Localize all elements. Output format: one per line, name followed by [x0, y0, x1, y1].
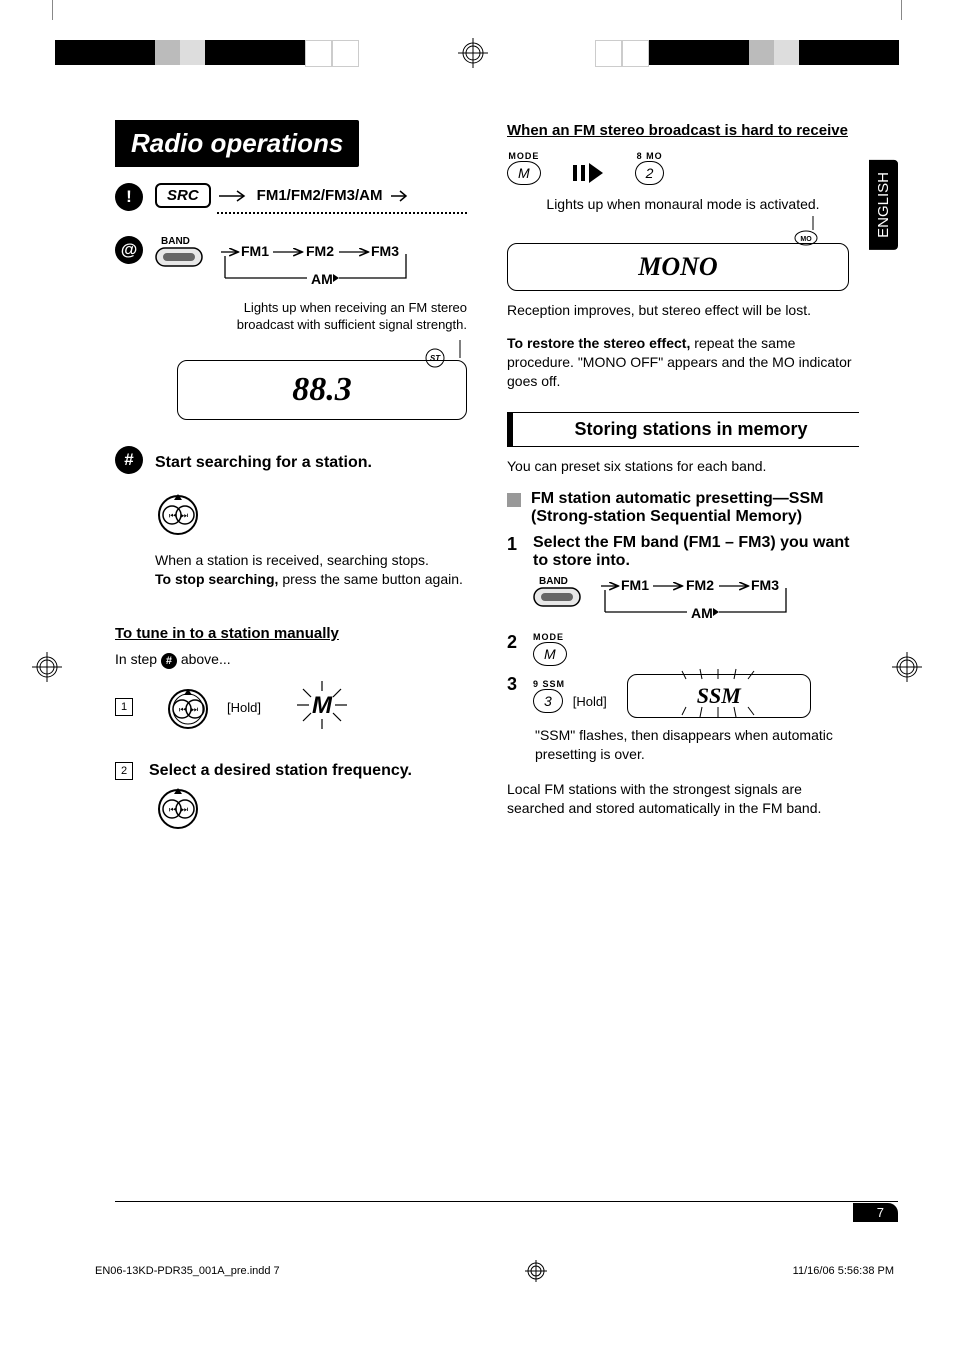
step-3-badge: # [115, 446, 143, 474]
step-1-number: 1 [507, 534, 523, 624]
register-mark-left [32, 652, 62, 682]
step-2-number: 2 [507, 632, 523, 666]
mode-button: MODE M [533, 632, 567, 666]
svg-text:⏮: ⏮ [169, 511, 176, 520]
register-mark-bottom [525, 1260, 547, 1282]
svg-text:⏭: ⏭ [181, 805, 188, 814]
src-sequence: FM1/FM2/FM3/AM [257, 187, 383, 204]
restore-bold: To restore the stereo effect, [507, 335, 690, 351]
mono-caption: Lights up when monaural mode is activate… [507, 195, 859, 214]
step-1-badge: ! [115, 183, 143, 211]
band-loop-diagram: FM1 FM2 FM3 AM [591, 576, 801, 624]
dial-icon: ⏮⏭ [155, 784, 467, 835]
band-loop-diagram: FM1 FM2 FM3 AM [211, 242, 421, 290]
local-fm-note: Local FM stations with the strongest sig… [507, 780, 859, 818]
band-button: BAND [533, 576, 581, 614]
ssm-step1-text: Select the FM band (FM1 – FM3) you want … [533, 534, 859, 570]
svg-text:FM3: FM3 [751, 577, 779, 593]
frequency-value: 88.3 [192, 371, 452, 409]
svg-text:FM1: FM1 [621, 577, 649, 593]
svg-text:AM: AM [691, 605, 713, 621]
page-number-tab: 7 [853, 1203, 898, 1222]
mono-display: MO MONO [507, 243, 849, 291]
ssm-display: SSM [627, 674, 811, 718]
section-title: Radio operations [115, 120, 359, 167]
pointer-line [453, 340, 467, 360]
flash-m-icon: M [287, 675, 357, 740]
svg-text:MO: MO [800, 236, 812, 243]
dial-hold-icon: ⏮ ⏭ [Hold] [165, 684, 261, 730]
svg-text:⏮: ⏮ [179, 705, 186, 714]
svg-text:FM2: FM2 [306, 243, 334, 259]
svg-text:FM3: FM3 [371, 243, 399, 259]
preset-2-button: 8 MO 2 [635, 151, 665, 185]
imprint-file: EN06-13KD-PDR35_001A_pre.indd 7 [95, 1265, 280, 1277]
step-3-number: 3 [507, 674, 523, 695]
stop-rest: press the same button again. [278, 571, 462, 587]
band-button: BAND [155, 236, 203, 274]
band-label: BAND [155, 236, 203, 247]
svg-text:⏭: ⏭ [181, 511, 188, 520]
arrow-icon [219, 190, 249, 202]
mode-button: MODE M [507, 151, 541, 185]
storing-lead: You can preset six stations for each ban… [507, 457, 859, 476]
arrow-icon [391, 190, 411, 202]
manual-lead-tail: above... [181, 651, 231, 667]
svg-text:⏮: ⏮ [169, 805, 176, 814]
hold-label: [Hold] [227, 700, 261, 715]
svg-text:⏭: ⏭ [191, 705, 198, 714]
svg-text:FM2: FM2 [686, 577, 714, 593]
step3-body: When a station is received, searching st… [155, 552, 429, 568]
ssm-flash-note: "SSM" flashes, then disappears when auto… [535, 726, 859, 764]
preset-3-button: 9 SSM 3 [Hold] [533, 679, 607, 713]
svg-text:M: M [312, 692, 333, 719]
then-arrow-icon [571, 161, 605, 185]
substep-2-label: Select a desired station frequency. [149, 762, 412, 780]
stop-bold: To stop searching, [155, 571, 278, 587]
hard-receive-heading: When an FM stereo broadcast is hard to r… [507, 120, 848, 141]
ssm-subheading: FM station automatic presetting—SSM (Str… [531, 490, 859, 526]
step-ref-badge: # [161, 653, 177, 669]
reception-note: Reception improves, but stereo effect wi… [507, 301, 859, 320]
register-mark-top [458, 38, 488, 68]
substep-1-badge: 1 [115, 698, 133, 716]
subsection-bullet-icon [507, 493, 521, 507]
frequency-display: ST 88.3 [177, 360, 467, 420]
svg-text:ST: ST [430, 354, 441, 363]
step-2-badge: @ [115, 236, 143, 264]
manual-tune-heading: To tune in to a station manually [115, 625, 467, 642]
svg-text:FM1: FM1 [241, 243, 269, 259]
manual-lead: In step [115, 651, 157, 667]
dial-icon: ⏮⏭ [155, 490, 467, 541]
storing-heading: Storing stations in memory [507, 412, 859, 447]
imprint-date: 11/16/06 5:56:38 PM [793, 1265, 894, 1277]
stereo-caption: Lights up when receiving an FM stereo br… [207, 300, 467, 334]
step-3-heading: Start searching for a station. [155, 454, 372, 472]
substep-2-badge: 2 [115, 762, 133, 780]
svg-text:AM: AM [311, 271, 333, 287]
src-button: SRC [155, 183, 211, 208]
